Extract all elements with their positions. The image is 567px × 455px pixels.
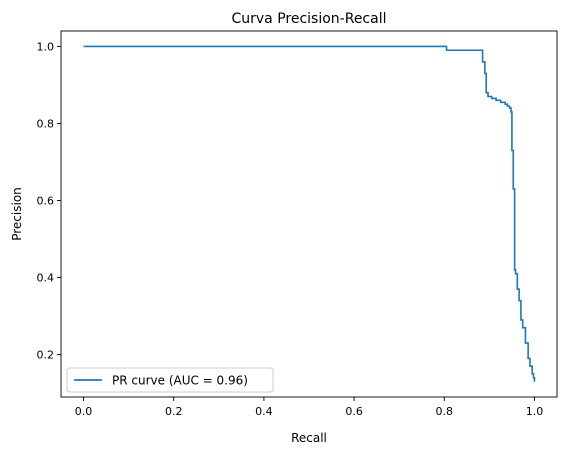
series-layer xyxy=(83,45,536,382)
chart-title: Curva Precision-Recall xyxy=(231,11,386,27)
x-tick-label: 0.2 xyxy=(165,405,183,418)
plot-frame xyxy=(60,30,558,398)
x-tick-label: 0.4 xyxy=(255,405,273,418)
x-tick-label: 1.0 xyxy=(526,405,544,418)
y-tick-label: 0.6 xyxy=(37,195,55,208)
y-axis-label: Precision xyxy=(10,187,24,241)
y-tick-label: 0.2 xyxy=(37,349,55,362)
y-tick-label: 0.4 xyxy=(37,272,55,285)
x-tick-label: 0.8 xyxy=(436,405,454,418)
x-axis-ticks: 0.0 0.2 0.4 0.6 0.8 1.0 xyxy=(75,397,543,418)
legend-label: PR curve (AUC = 0.96) xyxy=(112,374,248,388)
legend: PR curve (AUC = 0.96) xyxy=(66,367,274,393)
series-line xyxy=(83,45,536,382)
x-tick-label: 0.6 xyxy=(345,405,363,418)
x-tick-label: 0.0 xyxy=(75,405,93,418)
y-axis-ticks: 0.2 0.4 0.6 0.8 1.0 xyxy=(37,40,61,362)
y-tick-label: 1.0 xyxy=(37,40,55,53)
y-tick-label: 0.8 xyxy=(37,117,55,130)
x-axis-label: Recall xyxy=(291,431,327,445)
legend-box xyxy=(66,367,274,393)
